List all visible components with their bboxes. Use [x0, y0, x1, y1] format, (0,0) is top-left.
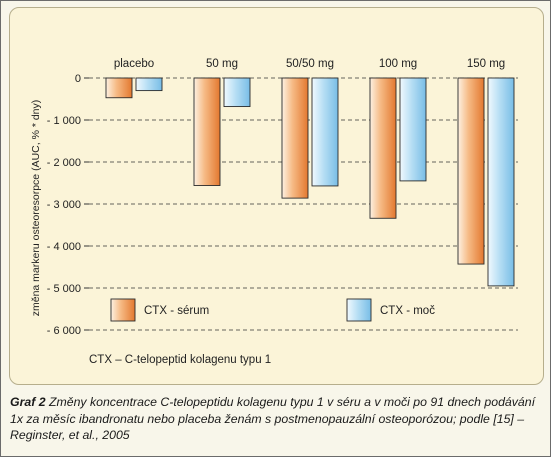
- bar-ctx-urine: [135, 77, 163, 92]
- bar-ctx-serum: [281, 77, 309, 199]
- plot-panel: [9, 7, 544, 385]
- legend-swatch: [346, 298, 372, 322]
- y-axis-label: změna markeru osteoresorpce (AUC, % * dn…: [30, 100, 42, 317]
- category-label: 150 mg: [467, 58, 505, 70]
- y-tick-label: - 2 000: [47, 157, 81, 169]
- bar-chart: 0 - 1 000 - 2 000 - 3 000 - 4 000 - 5 000 - 6 …: [30, 58, 518, 366]
- caption-text: Změny koncentrace C-telopeptidu kolagenu…: [10, 395, 535, 442]
- bar-ctx-urine: [223, 77, 251, 108]
- bar-ctx-serum: [193, 77, 221, 186]
- legend-label: CTX - moč: [380, 305, 435, 317]
- legend-swatch: [110, 298, 136, 322]
- figure-caption: Graf 2 Změny koncentrace C-telopeptidu k…: [10, 394, 540, 444]
- bar-ctx-serum: [105, 77, 133, 99]
- y-tick-label: 0: [75, 73, 81, 85]
- bar-ctx-urine: [399, 77, 427, 182]
- y-tick-label: - 3 000: [47, 199, 81, 211]
- bar-ctx-urine: [311, 77, 339, 187]
- category-label: placebo: [114, 58, 154, 70]
- category-label: 50 mg: [206, 58, 238, 70]
- bar-ctx-serum: [457, 77, 485, 265]
- bar-ctx-serum: [369, 77, 397, 219]
- y-tick-label: - 4 000: [47, 241, 81, 253]
- category-label: 50/50 mg: [286, 58, 334, 70]
- category-label: 100 mg: [379, 58, 417, 70]
- bar-ctx-urine: [487, 77, 515, 287]
- legend-label: CTX - sérum: [144, 305, 209, 317]
- footnote: CTX – C-telopeptid kolagenu typu 1: [89, 354, 271, 366]
- caption-label: Graf 2: [10, 395, 46, 409]
- y-tick-label: - 1 000: [47, 115, 81, 127]
- y-tick-label: - 5 000: [47, 283, 81, 295]
- y-tick-label: - 6 000: [47, 325, 81, 337]
